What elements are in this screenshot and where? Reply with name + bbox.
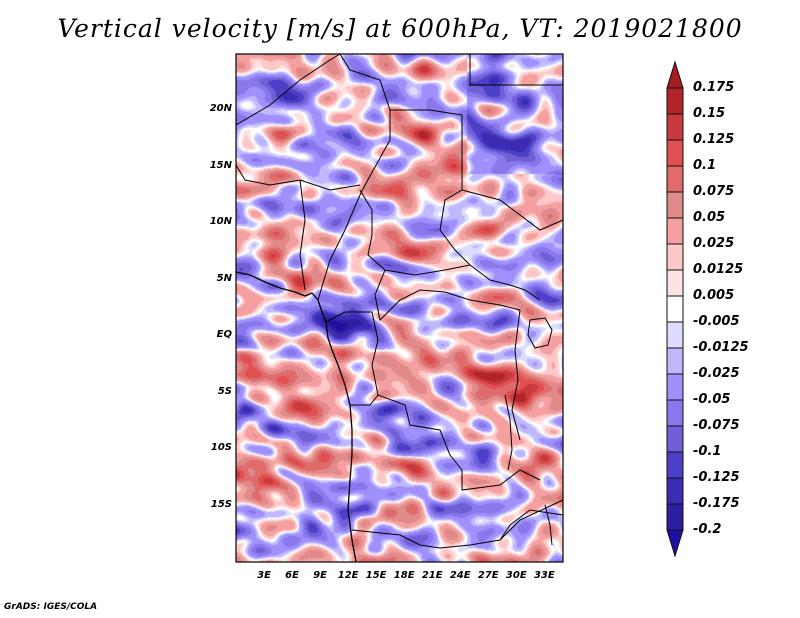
lat-tick-label: 10N [209, 216, 232, 228]
lat-tick-label: 15S [210, 498, 232, 510]
lat-tick-label: 20N [209, 103, 232, 115]
lon-tick-label: 33E [533, 570, 555, 581]
border [390, 109, 471, 266]
colorbar-box [666, 191, 684, 219]
border [339, 53, 391, 196]
lat-tick-label: 15N [209, 159, 232, 171]
colorbar-box [666, 113, 684, 141]
border [359, 189, 471, 276]
colorbar-box [666, 503, 684, 531]
lon-tick-label: 24E [449, 570, 471, 581]
lon-tick-label: 15E [365, 570, 387, 581]
colorbar-level-label: -0.0125 [693, 340, 749, 355]
border [351, 499, 564, 549]
lon-tick-label: 6E [285, 570, 299, 581]
colorbar-box [666, 399, 684, 427]
colorbar-box [666, 87, 684, 115]
colorbar-level-label: 0.175 [693, 80, 735, 95]
border [461, 189, 564, 231]
lake [544, 504, 553, 546]
lat-tick-label: EQ [216, 329, 232, 341]
colorbar-level-label: 0.075 [693, 184, 735, 199]
colorbar-box [666, 295, 684, 323]
lon-tick-label: 27E [477, 570, 499, 581]
colorbar-level-label: 0.05 [693, 210, 726, 225]
country-borders [235, 53, 564, 563]
grads-credit: GrADS: IGES/COLA [4, 602, 98, 612]
colorbar-box [666, 165, 684, 193]
border [511, 309, 521, 441]
colorbar-box [666, 217, 684, 245]
plot-title: Vertical velocity [m/s] at 600hPa, VT: 2… [57, 14, 743, 43]
lat-tick-label: 5N [216, 272, 232, 284]
border [377, 394, 463, 471]
colorbar-box [666, 269, 684, 297]
border [461, 469, 541, 491]
lon-tick-label: 18E [393, 570, 415, 581]
colorbar-box [666, 243, 684, 271]
lake [504, 394, 513, 471]
coastline [235, 271, 357, 563]
lake [527, 317, 553, 349]
colorbar-level-label: -0.05 [693, 392, 731, 407]
lat-tick-label: 10S [210, 442, 232, 454]
colorbar-box [666, 477, 684, 505]
colorbar-level-label: 0.15 [693, 106, 726, 121]
colorbar-upper-triangle [666, 60, 684, 89]
border [317, 194, 361, 301]
border [299, 179, 306, 291]
lat-tick-label: 5S [217, 385, 232, 397]
border [469, 54, 563, 86]
map-frame [235, 53, 564, 563]
colorbar-level-label: 0.0125 [693, 262, 744, 277]
colorbar-level-label: -0.2 [693, 522, 722, 537]
border [350, 364, 379, 406]
colorbar-box [666, 139, 684, 167]
colorbar-level-label: 0.1 [693, 158, 717, 173]
colorbar-level-label: -0.1 [693, 444, 722, 459]
colorbar-level-label: -0.175 [693, 496, 740, 511]
colorbar-box [666, 425, 684, 453]
border [374, 269, 521, 322]
lon-tick-label: 9E [313, 570, 327, 581]
colorbar [666, 60, 684, 558]
lon-tick-label: 3E [257, 570, 271, 581]
border [235, 53, 341, 126]
colorbar-level-label: 0.025 [693, 236, 735, 251]
colorbar-level-label: -0.125 [693, 470, 740, 485]
colorbar-level-label: -0.005 [693, 314, 740, 329]
colorbar-level-label: -0.075 [693, 418, 740, 433]
colorbar-box [666, 321, 684, 349]
colorbar-box [666, 373, 684, 401]
border [325, 311, 379, 366]
lon-tick-label: 30E [505, 570, 527, 581]
border [235, 164, 361, 191]
colorbar-level-label: -0.025 [693, 366, 740, 381]
colorbar-box [666, 451, 684, 479]
vertical-velocity-field [236, 54, 563, 562]
lon-tick-label: 12E [337, 570, 359, 581]
border [469, 264, 541, 301]
colorbar-box [666, 347, 684, 375]
colorbar-lower-triangle [666, 529, 684, 558]
colorbar-level-label: 0.125 [693, 132, 735, 147]
colorbar-level-label: 0.005 [693, 288, 735, 303]
lon-tick-label: 21E [421, 570, 443, 581]
